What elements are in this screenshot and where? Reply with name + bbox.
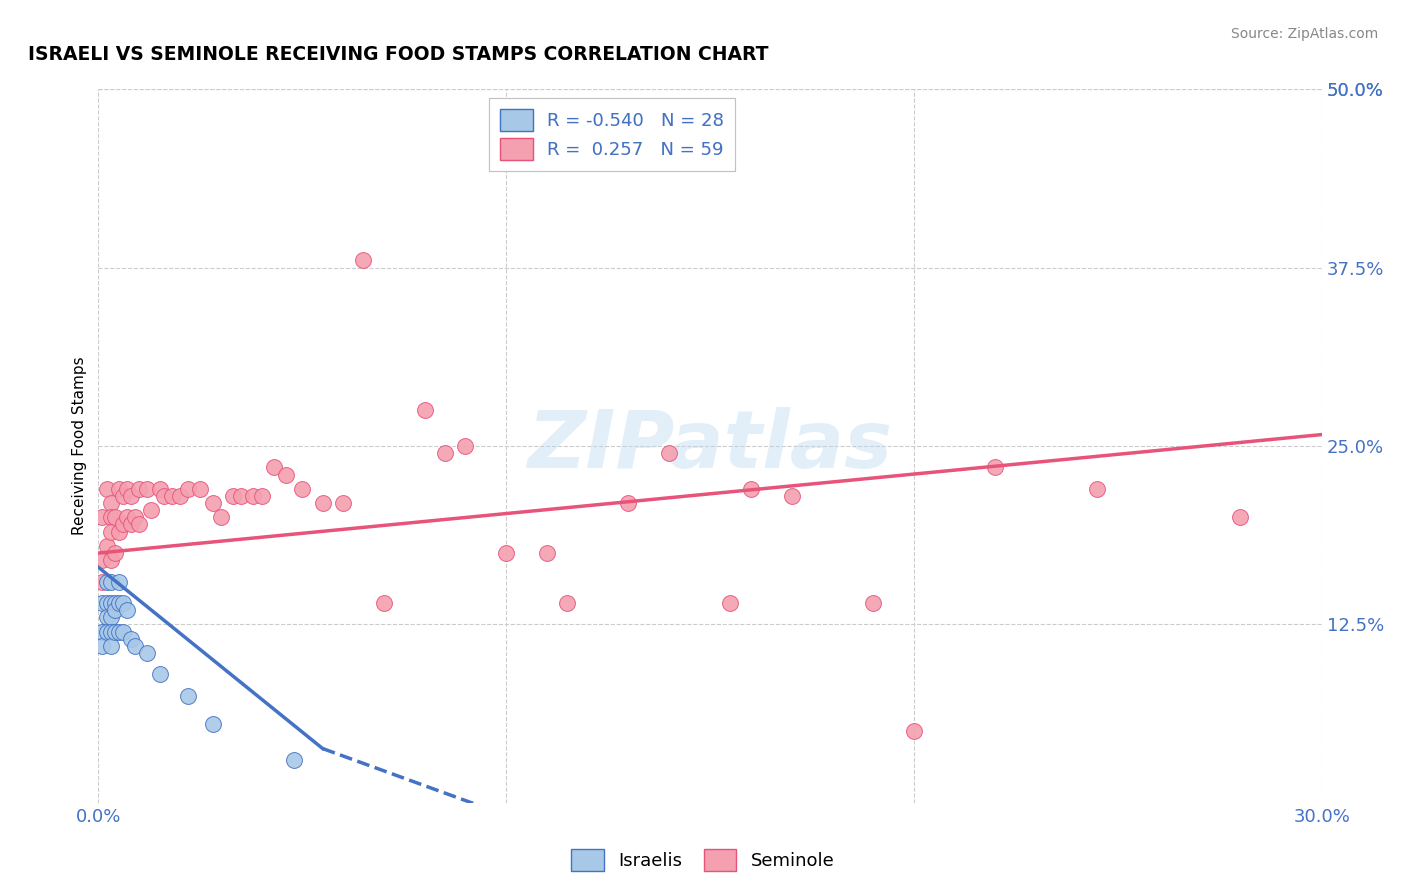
Point (111, 596, 134, 610)
Point (108, 524, 131, 539)
Point (136, 646, 159, 660)
Point (96, 610, 118, 624)
Point (617, 496, 640, 510)
Point (128, 517, 150, 532)
Point (115, 510, 138, 524)
Point (108, 574, 131, 589)
Point (169, 489, 191, 503)
Point (100, 596, 122, 610)
Point (124, 510, 146, 524)
Point (100, 496, 122, 510)
Point (100, 553, 122, 567)
Point (128, 482, 150, 496)
Point (263, 460, 285, 475)
Point (373, 596, 395, 610)
Point (536, 546, 558, 560)
Point (231, 489, 253, 503)
Point (903, 724, 925, 739)
Point (100, 524, 122, 539)
Point (104, 510, 127, 524)
Point (188, 482, 212, 496)
Point (984, 460, 1007, 475)
Point (96, 574, 118, 589)
Point (177, 482, 200, 496)
Point (136, 482, 159, 496)
Legend: R = -0.540   N = 28, R =  0.257   N = 59: R = -0.540 N = 28, R = 0.257 N = 59 (489, 98, 735, 171)
Point (104, 596, 127, 610)
Point (780, 489, 803, 503)
Point (108, 482, 131, 496)
Point (108, 624, 131, 639)
Point (209, 510, 232, 524)
Point (141, 503, 163, 517)
Point (242, 489, 264, 503)
Point (177, 689, 200, 703)
Text: ZIPatlas: ZIPatlas (527, 407, 893, 485)
Point (115, 603, 138, 617)
Point (96, 596, 118, 610)
Legend: Israelis, Seminole: Israelis, Seminole (564, 842, 842, 879)
Point (100, 510, 122, 524)
Point (115, 482, 138, 496)
Point (160, 489, 183, 503)
Point (454, 439, 477, 453)
Point (100, 639, 122, 653)
Text: ISRAELI VS SEMINOLE RECEIVING FOOD STAMPS CORRELATION CHART: ISRAELI VS SEMINOLE RECEIVING FOOD STAMP… (28, 45, 769, 63)
Point (104, 546, 127, 560)
Point (332, 496, 354, 510)
Point (149, 667, 172, 681)
Point (104, 603, 127, 617)
Point (96, 539, 118, 553)
Point (100, 574, 122, 589)
Point (100, 610, 122, 624)
Point (291, 482, 314, 496)
Point (413, 403, 436, 417)
Point (274, 467, 297, 482)
Point (152, 489, 174, 503)
Point (120, 489, 142, 503)
Point (1085, 482, 1108, 496)
Point (658, 446, 681, 460)
Text: Source: ZipAtlas.com: Source: ZipAtlas.com (1230, 27, 1378, 41)
Point (720, 596, 742, 610)
Point (312, 496, 335, 510)
Point (104, 624, 127, 639)
Point (557, 596, 579, 610)
Y-axis label: Receiving Food Stamps: Receiving Food Stamps (72, 357, 87, 535)
Point (91, 510, 114, 524)
Point (250, 489, 273, 503)
Point (108, 596, 131, 610)
Point (100, 624, 122, 639)
Point (120, 632, 142, 646)
Point (740, 482, 762, 496)
Point (1229, 510, 1251, 524)
Point (434, 446, 457, 460)
Point (201, 717, 224, 731)
Point (222, 489, 245, 503)
Point (91, 596, 114, 610)
Point (862, 596, 884, 610)
Point (96, 482, 118, 496)
Point (96, 624, 118, 639)
Point (495, 546, 517, 560)
Point (91, 553, 114, 567)
Point (352, 253, 374, 268)
Point (283, 753, 305, 767)
Point (91, 639, 114, 653)
Point (111, 624, 134, 639)
Point (124, 639, 146, 653)
Point (120, 517, 142, 532)
Point (111, 489, 134, 503)
Point (201, 496, 224, 510)
Point (91, 574, 114, 589)
Point (149, 482, 172, 496)
Point (111, 517, 134, 532)
Point (91, 624, 114, 639)
